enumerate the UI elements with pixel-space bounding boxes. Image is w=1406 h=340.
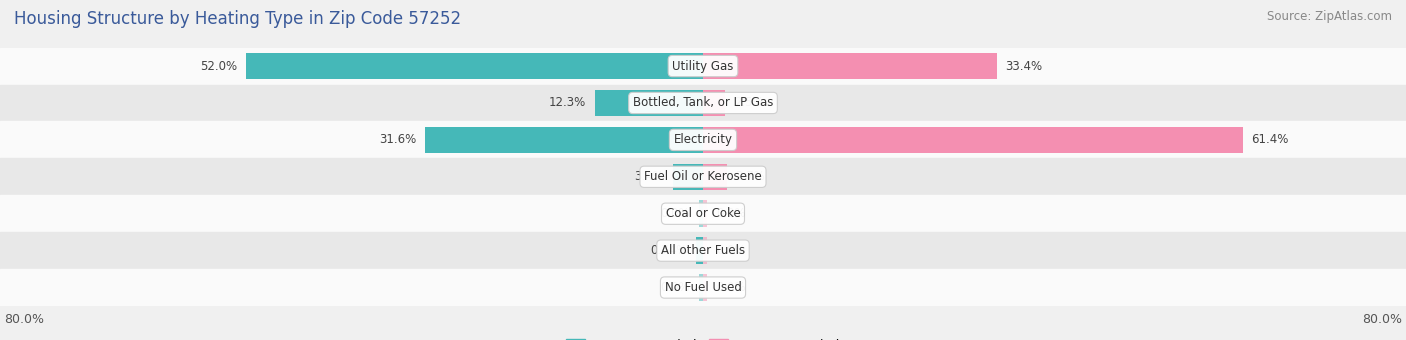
Text: No Fuel Used: No Fuel Used: [665, 281, 741, 294]
Text: 3.4%: 3.4%: [634, 170, 665, 183]
Text: Source: ZipAtlas.com: Source: ZipAtlas.com: [1267, 10, 1392, 23]
Text: Utility Gas: Utility Gas: [672, 59, 734, 72]
Text: 33.4%: 33.4%: [1005, 59, 1042, 72]
Bar: [0, 195, 1406, 232]
Bar: [673, 164, 703, 190]
Text: 12.3%: 12.3%: [548, 97, 586, 109]
Bar: [595, 90, 703, 116]
Text: 0.0%: 0.0%: [716, 207, 745, 220]
Bar: [703, 126, 1243, 153]
Text: 52.0%: 52.0%: [200, 59, 238, 72]
Bar: [703, 237, 707, 264]
Text: 0.0%: 0.0%: [661, 281, 690, 294]
Text: 0.0%: 0.0%: [716, 281, 745, 294]
Bar: [703, 164, 727, 190]
Bar: [699, 274, 703, 301]
Text: 2.7%: 2.7%: [735, 170, 765, 183]
Bar: [0, 48, 1406, 85]
Text: 0.0%: 0.0%: [716, 244, 745, 257]
Text: Coal or Coke: Coal or Coke: [665, 207, 741, 220]
Text: Housing Structure by Heating Type in Zip Code 57252: Housing Structure by Heating Type in Zip…: [14, 10, 461, 28]
Bar: [703, 200, 707, 227]
Bar: [246, 53, 703, 79]
Text: 61.4%: 61.4%: [1251, 133, 1289, 147]
Legend: Owner-occupied, Renter-occupied: Owner-occupied, Renter-occupied: [561, 334, 845, 340]
Bar: [0, 121, 1406, 158]
Text: 0.0%: 0.0%: [661, 207, 690, 220]
Bar: [0, 232, 1406, 269]
Text: 80.0%: 80.0%: [1362, 313, 1402, 326]
Text: Bottled, Tank, or LP Gas: Bottled, Tank, or LP Gas: [633, 97, 773, 109]
Bar: [696, 237, 703, 264]
Bar: [425, 126, 703, 153]
Bar: [703, 274, 707, 301]
Bar: [699, 200, 703, 227]
Bar: [703, 53, 997, 79]
Text: Electricity: Electricity: [673, 133, 733, 147]
Text: 31.6%: 31.6%: [380, 133, 416, 147]
Text: 80.0%: 80.0%: [4, 313, 44, 326]
Text: 0.74%: 0.74%: [651, 244, 688, 257]
Text: Fuel Oil or Kerosene: Fuel Oil or Kerosene: [644, 170, 762, 183]
Text: All other Fuels: All other Fuels: [661, 244, 745, 257]
Bar: [0, 158, 1406, 195]
Bar: [0, 269, 1406, 306]
Bar: [0, 85, 1406, 121]
Bar: [703, 90, 725, 116]
Text: 2.5%: 2.5%: [734, 97, 763, 109]
